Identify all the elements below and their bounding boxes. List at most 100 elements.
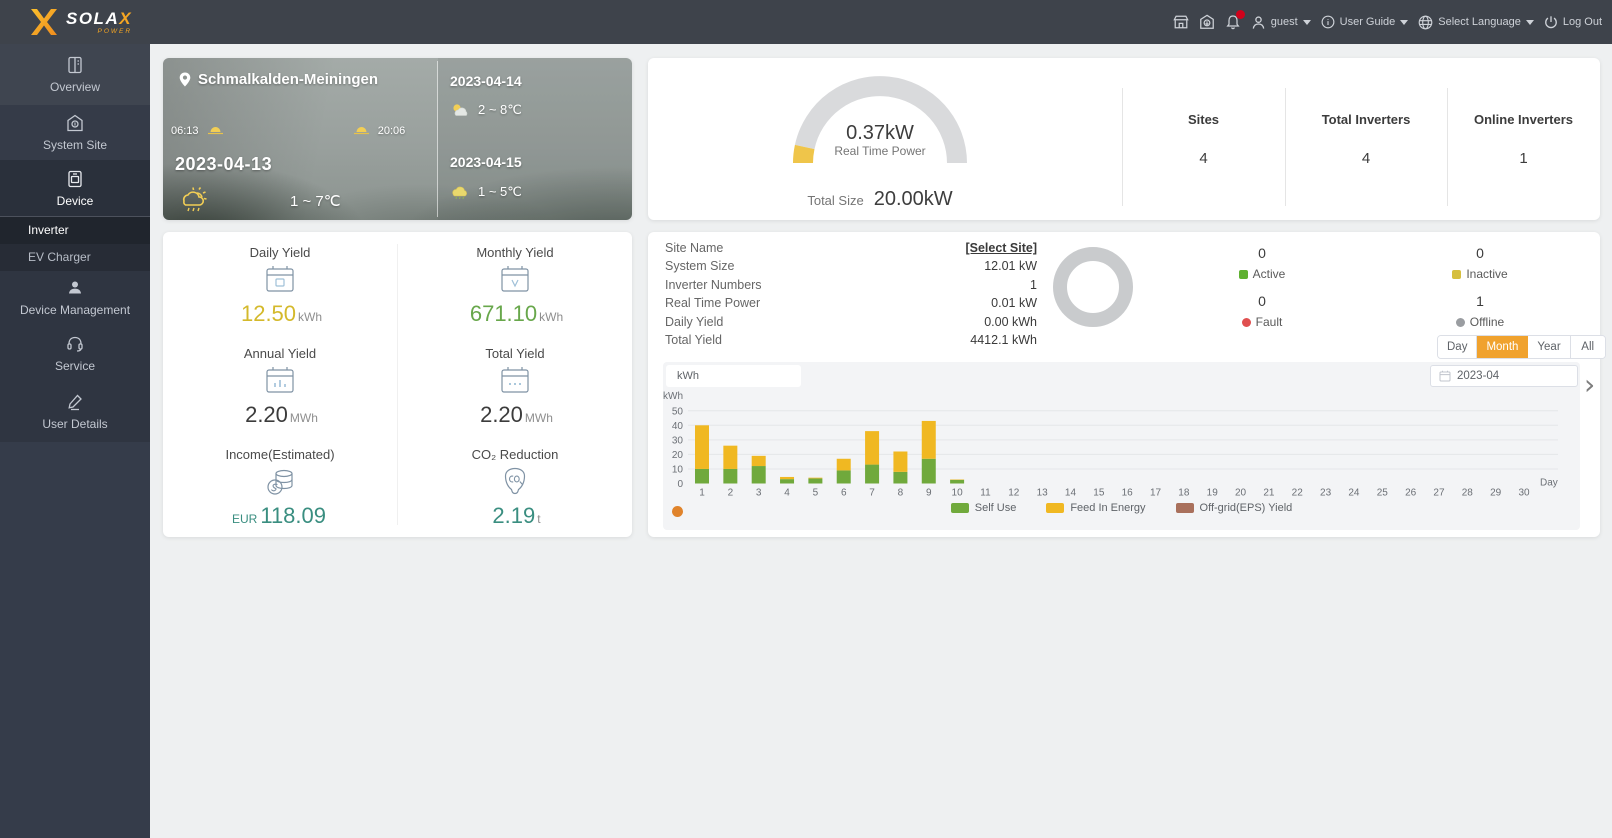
status-fault: 0 Fault: [1202, 293, 1322, 329]
sidebar-item-overview[interactable]: Overview: [0, 44, 150, 105]
user-guide-label: User Guide: [1339, 16, 1396, 28]
username: guest: [1270, 16, 1298, 28]
forecast-date: 2023-04-14: [450, 73, 522, 89]
date-picker-value: 2023-04: [1457, 370, 1500, 382]
sidebar-item-user-details[interactable]: User Details: [0, 382, 150, 442]
svg-text:21: 21: [1263, 488, 1275, 497]
location-pin-icon: [179, 72, 191, 87]
sidebar-item-device[interactable]: Device: [0, 160, 150, 217]
weather-forecast-shade: [438, 58, 632, 220]
sun-times: 06:13 20:06: [171, 124, 421, 137]
logo-subtitle: POWER: [97, 27, 133, 35]
legend-off-grid-yield[interactable]: Off-grid(EPS) Yield: [1175, 502, 1292, 514]
yield-label: Income(Estimated): [225, 447, 335, 462]
yield-cell-total: Total Yield 2.20 MWh: [398, 346, 632, 428]
kv-label: Inverter Numbers: [665, 278, 762, 292]
store-icon[interactable]: [1173, 14, 1189, 30]
sunset-icon: [353, 127, 369, 135]
svg-text:30: 30: [1518, 488, 1530, 497]
co2-icon: [398, 464, 632, 500]
sidebar-item-device-management[interactable]: Device Management: [0, 271, 150, 325]
legend-swatch: [1175, 503, 1194, 513]
weather-divider: [437, 61, 438, 217]
stats-divider: [1285, 88, 1286, 206]
yield-cell-co2: CO₂ Reduction 2.19 t: [398, 447, 632, 529]
tab-all[interactable]: All: [1570, 336, 1605, 358]
forecast-temp: 2 ~ 8℃: [478, 102, 522, 117]
tab-month[interactable]: Month: [1477, 336, 1529, 358]
notification-badge: [1235, 10, 1245, 19]
logo-text: SOLA: [66, 8, 120, 28]
system-site-icon: [67, 114, 83, 131]
kv-row-inverter-numbers: Inverter Numbers 1: [665, 278, 1037, 296]
yield-prefix: EUR: [232, 512, 258, 526]
svg-text:Day: Day: [1540, 478, 1558, 489]
notification-bell-icon[interactable]: [1225, 10, 1245, 30]
total-size-label: Total Size: [807, 193, 864, 208]
sidebar-item-label: Overview: [49, 79, 100, 94]
sidebar-subitem-inverter[interactable]: Inverter: [0, 217, 150, 244]
forecast-temp: 1 ~ 5℃: [478, 184, 522, 199]
solax-logo[interactable]: SOLAX POWER: [28, 7, 132, 37]
yield-unit: MWh: [289, 411, 318, 425]
yield-unit: kWh: [539, 310, 564, 324]
kv-label: System Size: [665, 259, 735, 273]
legend-self-use[interactable]: Self Use: [950, 502, 1017, 514]
language-menu[interactable]: Select Language: [1418, 15, 1534, 30]
stat-total-inverters: Total Inverters 4: [1285, 58, 1447, 220]
tab-day[interactable]: Day: [1438, 336, 1478, 358]
calendar-month-icon: [398, 262, 632, 298]
stat-value: 1: [1519, 150, 1528, 167]
weather-location: Schmalkalden-Meiningen: [198, 71, 379, 88]
status-active: 0 Active: [1202, 245, 1322, 281]
legend-swatch: [1046, 503, 1065, 513]
overview-icon: [68, 56, 82, 73]
date-picker[interactable]: 2023-04: [1430, 365, 1578, 387]
status-label: Fault: [1255, 315, 1283, 329]
svg-text:14: 14: [1065, 488, 1077, 497]
sidebar: Overview System Site Device Inverter EV …: [0, 44, 150, 838]
info-icon: [1321, 15, 1335, 29]
logout-button[interactable]: Log Out: [1544, 15, 1602, 29]
sidebar-item-system-site[interactable]: System Site: [0, 105, 150, 160]
unit-select-value: kWh: [677, 370, 699, 382]
yield-label: Daily Yield: [249, 245, 311, 260]
sunrise-icon: [207, 127, 223, 135]
svg-text:24: 24: [1348, 488, 1360, 497]
total-size: Total Size 20.00kW: [740, 188, 1020, 211]
status-offline: 1 Offline: [1420, 293, 1540, 329]
legend-label: Self Use: [974, 502, 1017, 514]
sidebar-item-label: System Site: [42, 137, 108, 152]
kv-value: 0.01 kW: [991, 296, 1037, 310]
topbar: SOLAX POWER guest User Guide Select Lang…: [0, 0, 1612, 44]
yield-unit: MWh: [524, 411, 553, 425]
unit-select[interactable]: kWh: [666, 365, 801, 387]
yield-value: 12.50: [240, 301, 297, 326]
carousel-dot[interactable]: [672, 506, 683, 517]
svg-text:28: 28: [1462, 488, 1474, 497]
sidebar-subitem-ev-charger[interactable]: EV Charger: [0, 244, 150, 271]
svg-text:15: 15: [1093, 488, 1105, 497]
yield-cell-daily: Daily Yield 12.50 kWh: [163, 245, 397, 327]
svg-text:3: 3: [756, 488, 762, 497]
sidebar-subitem-label: Inverter: [28, 223, 69, 237]
sidebar-item-service[interactable]: Service: [0, 325, 150, 382]
kv-row-total-yield: Total Yield 4412.1 kWh: [665, 333, 1037, 351]
legend-feed-in-energy[interactable]: Feed In Energy: [1046, 502, 1146, 514]
tab-year[interactable]: Year: [1528, 336, 1571, 358]
svg-text:13: 13: [1037, 488, 1049, 497]
select-site-link[interactable]: [Select Site]: [965, 241, 1037, 255]
yield-card: Daily Yield 12.50 kWh Monthly Yield 671.1…: [163, 232, 632, 537]
kv-label: Site Name: [665, 241, 724, 255]
yield-cell-income: Income(Estimated) EUR 118.09: [163, 447, 397, 529]
logo-text-x: X: [119, 8, 133, 28]
user-menu[interactable]: guest: [1251, 15, 1311, 30]
download-app-icon[interactable]: [1199, 14, 1215, 30]
kv-value: 0.00 kWh: [984, 315, 1037, 329]
user-guide-menu[interactable]: User Guide: [1321, 15, 1409, 29]
device-icon: [68, 170, 82, 187]
user-details-icon: [68, 394, 82, 411]
carousel-next-arrow[interactable]: ›: [1584, 368, 1596, 401]
svg-text:18: 18: [1178, 488, 1190, 497]
